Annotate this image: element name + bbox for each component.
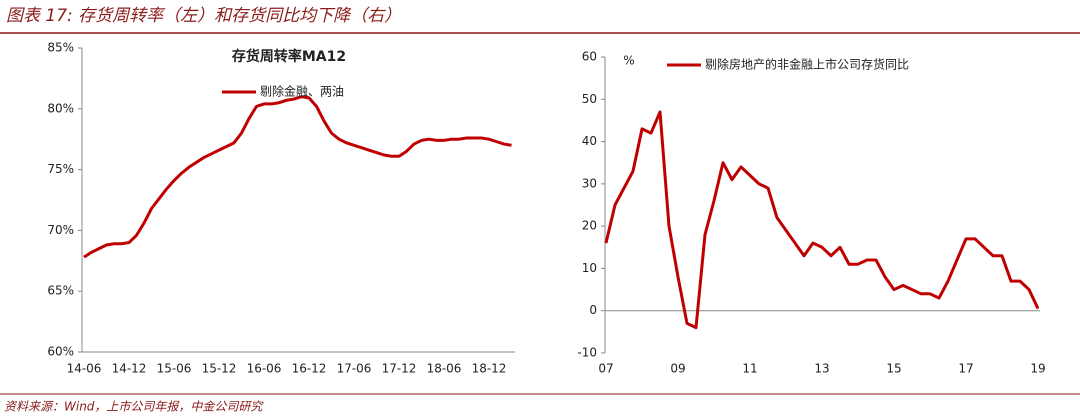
x-tick-label: 13 <box>814 362 829 376</box>
y-tick-label: 0 <box>589 303 597 317</box>
legend-label: 剔除金融、两油 <box>260 84 344 99</box>
y-tick-label: 75% <box>47 162 74 176</box>
y-tick-label: 65% <box>47 284 74 298</box>
x-tick-label: 09 <box>670 362 685 376</box>
x-tick-label: 14-12 <box>112 362 147 376</box>
x-tick-label: 15-06 <box>157 362 192 376</box>
source-note: 资料来源：Wind，上市公司年报，中金公司研究 <box>4 400 264 414</box>
y-tick-label: 60% <box>47 345 74 359</box>
x-tick-label: 15 <box>886 362 901 376</box>
series-line <box>83 95 512 259</box>
y-tick-label: 10 <box>582 261 597 275</box>
y-tick-label: 50 <box>582 92 597 106</box>
y-tick-label: -10 <box>577 346 597 360</box>
figure-title: 图表 17: 存货周转率（左）和存货同比均下降（右） <box>6 6 401 26</box>
x-tick-label: 19 <box>1030 362 1045 376</box>
legend-label: 剔除房地产的非金融上市公司存货同比 <box>705 57 909 72</box>
y-tick-label: 85% <box>47 41 74 55</box>
chart-title: 存货周转率MA12 <box>232 48 346 65</box>
y-tick-label: 30 <box>582 176 597 190</box>
x-tick-label: 11 <box>742 362 757 376</box>
y-tick-label: 70% <box>47 223 74 237</box>
x-tick-label: 16-06 <box>247 362 282 376</box>
y-unit: % <box>623 54 634 68</box>
x-tick-label: 17-12 <box>382 362 417 376</box>
x-tick-label: 17 <box>958 362 973 376</box>
y-tick-label: 80% <box>47 101 74 115</box>
x-tick-label: 16-12 <box>292 362 327 376</box>
x-tick-label: 15-12 <box>202 362 237 376</box>
x-tick-label: 07 <box>598 362 613 376</box>
x-tick-label: 17-06 <box>337 362 372 376</box>
y-tick-label: 40 <box>582 134 597 148</box>
x-tick-label: 18-06 <box>427 362 462 376</box>
x-tick-label: 18-12 <box>472 362 507 376</box>
x-tick-label: 14-06 <box>67 362 102 376</box>
series-line <box>604 110 1040 330</box>
y-tick-label: 60 <box>582 50 597 64</box>
y-tick-label: 20 <box>582 219 597 233</box>
